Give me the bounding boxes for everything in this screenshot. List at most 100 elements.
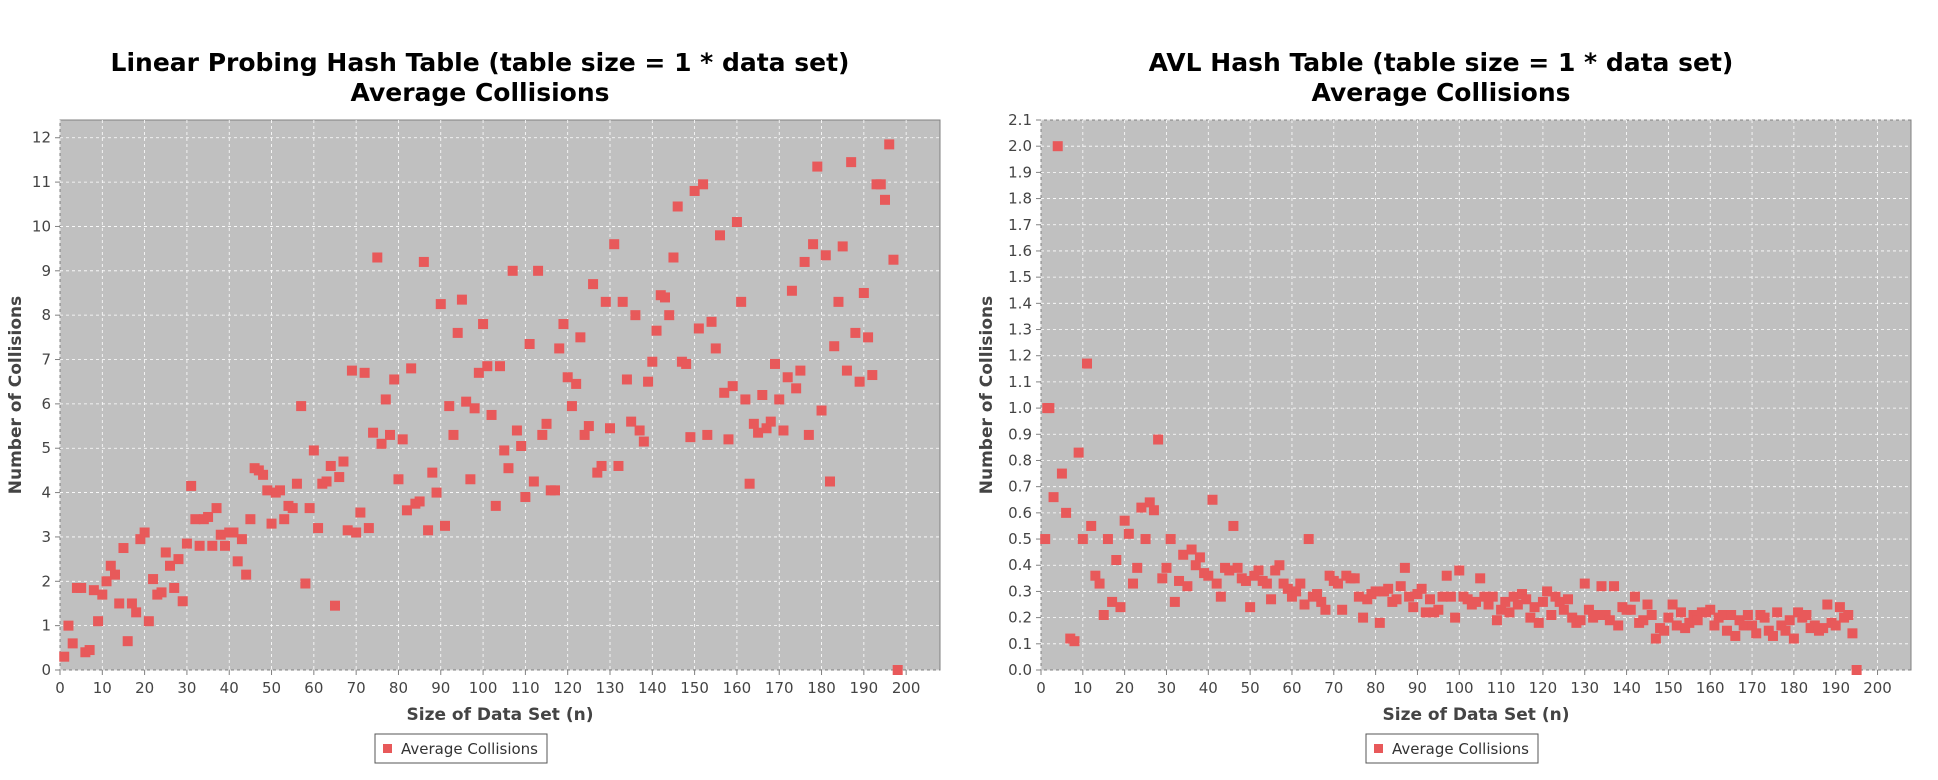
x-tick-label: 50 xyxy=(1241,679,1260,697)
data-point xyxy=(1717,610,1728,620)
data-point xyxy=(685,432,696,443)
data-point xyxy=(76,582,87,593)
data-point xyxy=(613,460,624,471)
data-point xyxy=(786,285,797,296)
data-point xyxy=(1144,497,1155,508)
data-point xyxy=(101,576,112,587)
x-tick-label: 120 xyxy=(553,679,582,697)
legend-box xyxy=(1365,733,1539,764)
y-tick-label: 7 xyxy=(41,351,51,369)
data-point xyxy=(1471,596,1481,607)
data-point xyxy=(1625,604,1636,615)
data-point xyxy=(1115,602,1126,613)
data-point xyxy=(1349,573,1360,584)
data-point xyxy=(507,265,518,276)
data-point xyxy=(1228,520,1239,531)
data-point xyxy=(829,341,840,352)
data-point xyxy=(207,540,218,551)
data-point xyxy=(1353,591,1364,602)
data-point xyxy=(1174,575,1185,586)
gridlines xyxy=(59,120,940,671)
data-point xyxy=(287,503,298,514)
y-tick-label: 1 xyxy=(41,617,51,635)
data-point xyxy=(203,511,214,522)
data-point xyxy=(1558,604,1569,615)
legend: Average Collisions xyxy=(1365,733,1539,764)
data-point xyxy=(1659,625,1670,636)
y-tick-label: 0.8 xyxy=(1008,451,1032,469)
data-point xyxy=(1312,589,1323,600)
data-point xyxy=(325,460,336,471)
data-point xyxy=(482,361,493,372)
data-point xyxy=(1462,594,1473,605)
data-point xyxy=(1169,596,1180,607)
data-point xyxy=(376,438,387,449)
data-point xyxy=(1182,581,1193,592)
y-tick-label: 1.2 xyxy=(1008,347,1032,365)
data-point xyxy=(1675,607,1686,618)
data-point xyxy=(799,256,810,267)
series-points xyxy=(1040,141,1862,675)
data-point xyxy=(651,325,662,336)
data-point xyxy=(867,370,878,381)
data-point xyxy=(1575,615,1586,626)
data-point xyxy=(211,503,222,514)
data-point xyxy=(423,525,434,536)
y-tick-label: 0.2 xyxy=(1008,609,1032,627)
x-tick-label: 200 xyxy=(892,679,921,697)
data-point xyxy=(1098,610,1109,620)
data-point xyxy=(791,383,802,394)
data-point xyxy=(689,185,700,196)
plot-area xyxy=(59,119,941,671)
data-point xyxy=(1517,589,1528,600)
data-point xyxy=(414,496,425,507)
data-point xyxy=(444,401,455,412)
data-point xyxy=(1567,612,1578,623)
data-point xyxy=(1395,581,1406,592)
chart-subtitle: Average Collisions xyxy=(1312,78,1571,107)
data-point xyxy=(1788,633,1799,644)
x-tick-label: 150 xyxy=(680,679,709,697)
y-tick-label: 0.6 xyxy=(1008,504,1032,522)
data-point xyxy=(1663,612,1674,623)
x-tick-label: 160 xyxy=(1696,679,1725,697)
data-point xyxy=(1692,615,1703,626)
data-point xyxy=(266,518,277,529)
x-tick-label: 100 xyxy=(1445,679,1474,697)
data-point xyxy=(841,365,852,376)
data-point xyxy=(1295,578,1306,589)
data-point xyxy=(1274,560,1285,571)
plot-area xyxy=(1040,119,1912,671)
data-point xyxy=(850,327,861,338)
data-point xyxy=(1056,468,1067,479)
data-point xyxy=(1061,507,1072,518)
data-point xyxy=(803,429,814,440)
data-point xyxy=(1186,544,1197,555)
data-point xyxy=(765,416,776,427)
data-point xyxy=(406,363,417,374)
data-point xyxy=(1500,596,1511,607)
data-point xyxy=(1303,534,1314,545)
data-point xyxy=(596,460,607,471)
data-point xyxy=(1424,594,1435,605)
y-tick-label: 0.0 xyxy=(1008,661,1032,679)
x-tick-label: 110 xyxy=(511,679,540,697)
x-tick-label: 0 xyxy=(1036,679,1046,697)
data-point xyxy=(139,527,150,538)
data-point xyxy=(1613,620,1624,631)
data-point xyxy=(1579,578,1590,589)
data-point xyxy=(1404,591,1415,602)
y-tick-label: 1.0 xyxy=(1008,399,1032,417)
x-tick-label: 20 xyxy=(135,679,154,697)
y-tick-label: 1.3 xyxy=(1008,321,1032,339)
y-tick-label: 1.5 xyxy=(1008,268,1032,286)
data-point xyxy=(1709,620,1720,631)
data-point xyxy=(118,543,129,554)
data-point xyxy=(744,478,755,489)
data-point xyxy=(1483,599,1494,610)
data-point xyxy=(778,425,789,436)
data-point xyxy=(583,421,594,432)
x-tick-label: 10 xyxy=(93,679,112,697)
data-point xyxy=(660,292,670,303)
data-point xyxy=(511,425,522,436)
